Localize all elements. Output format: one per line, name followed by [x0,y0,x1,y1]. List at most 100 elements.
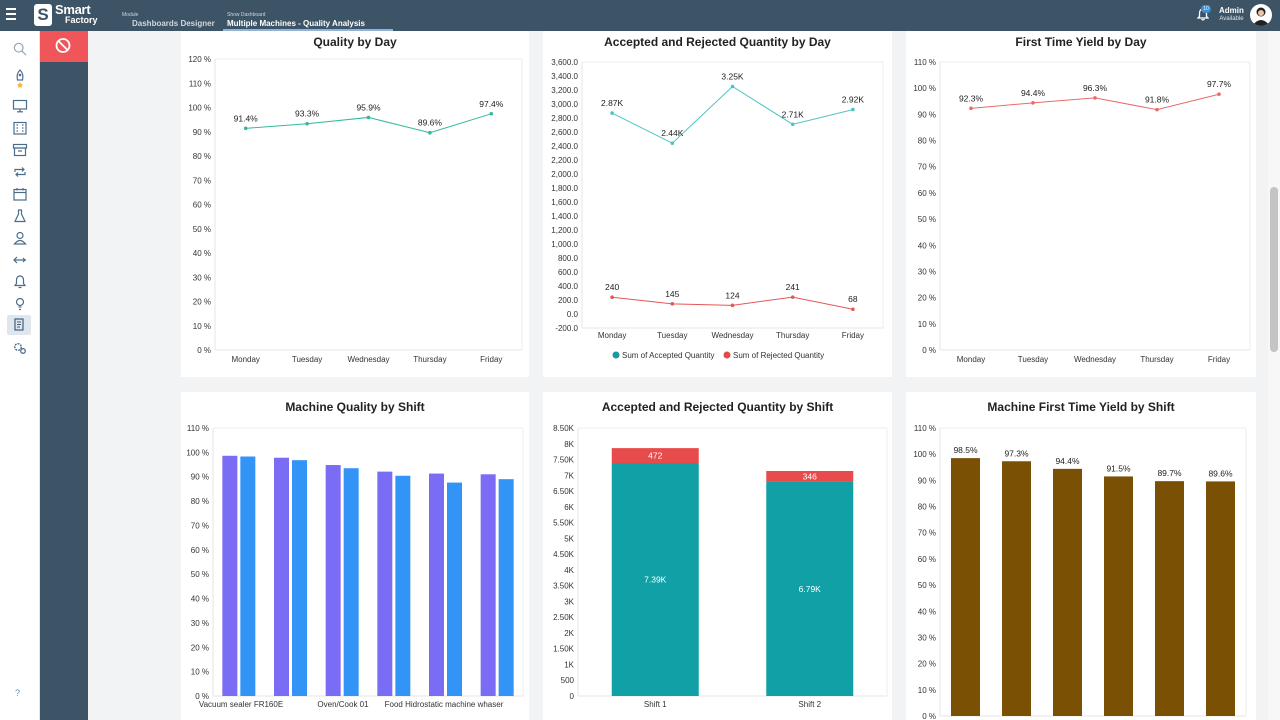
accepted-rejected-by-day-chart[interactable]: -200.0 0.0 200.0 400.0 600.0 800.0 1,000.0 1,20… [543,31,892,377]
gears-icon[interactable] [12,341,28,355]
chart-title: Machine First Time Yield by Shift [987,400,1175,414]
y-tick-label: 30 % [918,633,936,642]
rocket-icon[interactable] [12,69,28,89]
bar-data-label: 98.5% [953,445,978,455]
accepted-data-label: 2.87K [601,98,624,108]
document-nav-item[interactable] [7,315,31,335]
y-tick-label: 20 % [193,298,211,307]
user-info[interactable]: Admin Available [1219,6,1244,24]
y-tick-label: 90 % [918,110,936,119]
y-tick-label: 100 % [186,448,209,457]
bar-label-accepted: 7.39K [644,574,667,584]
scrollbar-thumb[interactable] [1270,187,1278,352]
arrows-icon[interactable] [12,253,28,267]
x-tick-label: Friday [1208,355,1230,364]
y-tick-label: 2K [564,629,574,638]
user-name: Admin [1219,6,1244,15]
legend-swatch-rejected [723,351,731,359]
y-tick-label: 1,200.0 [551,226,578,235]
search-icon[interactable] [12,42,28,56]
archive-icon[interactable] [12,143,28,157]
stop-button[interactable] [40,31,88,62]
quality-data-label: 89.6% [418,118,443,128]
y-tick-label: 5.50K [553,519,575,528]
y-tick-label: 1,400.0 [551,212,578,221]
y-tick-label: 100 % [188,104,211,113]
first-time-yield-by-day-chart[interactable]: 0 % 10 % 20 % 30 % 40 % 50 % 60 % 70 % 80 % 90 % 1… [906,31,1256,377]
y-tick-label: 2.50K [553,613,575,622]
y-tick-label: 80 % [191,497,209,506]
accepted-data-label: 2.44K [661,128,684,138]
y-tick-label: 90 % [193,128,211,137]
fty-data-label: 91.8% [1145,95,1170,105]
quality-by-day-card: Quality by Day 0 % 10 % 20 % 30 % 40 % 50 % 60… [181,31,529,377]
bar-data-label: 89.7% [1157,468,1182,478]
user-icon[interactable] [12,231,28,245]
dashboard-breadcrumb[interactable]: Show Dashboard Multiple Machines - Quali… [223,12,393,31]
bar-fty [951,458,980,716]
chart-title: Accepted and Rejected Quantity by Day [604,35,831,49]
building-icon[interactable] [12,121,28,135]
y-tick-label: 80 % [193,152,211,161]
chart-title: First Time Yield by Day [1015,35,1147,49]
y-tick-label: 100 % [913,84,936,93]
y-tick-label: 0 % [197,346,211,355]
y-tick-label: 110 % [914,424,936,433]
x-tick-label: Thursday [776,331,809,340]
document-icon [14,318,24,331]
bar-fty [1104,476,1133,716]
x-tick-label: Wednesday [347,355,389,364]
y-tick-label: 50 % [191,570,209,579]
bar-shift-1 [480,474,496,696]
y-tick-label: 90 % [918,476,936,485]
y-tick-label: 800.0 [558,254,579,263]
page-scrollbar[interactable] [1268,31,1280,720]
repeat-icon[interactable] [12,165,28,179]
y-tick-label: 1.50K [553,645,575,654]
y-tick-label: 7K [564,471,574,480]
bar-label-rejected: 472 [648,451,662,461]
bell-icon[interactable] [12,275,28,289]
machine-fty-by-shift-chart[interactable]: 0 % 10 % 20 % 30 % 40 % 50 % 60 % 70 % 80 % 90 % 1… [906,392,1256,720]
quality-by-day-chart[interactable]: 0 % 10 % 20 % 30 % 40 % 50 % 60 % 70 % 80 % 90 % 1… [181,31,529,377]
smart-factory-logo[interactable]: S Smart Factory [34,3,98,27]
x-tick-label: Oven/Cook 01 [317,700,369,709]
user-status: Available [1219,16,1244,22]
calendar-icon[interactable] [12,187,28,201]
bar-shift-1 [325,465,341,696]
y-tick-label: 4.50K [553,550,575,559]
y-tick-label: 110 % [189,79,211,88]
flask-icon[interactable] [12,209,28,223]
dashboard-value: Multiple Machines - Quality Analysis [227,19,365,28]
x-tick-label: Friday [480,355,502,364]
accepted-rejected-by-shift-chart[interactable]: 0 500 1K 1.50K 2K 2.50K 3K 3.50K 4K 4.50K 5K 5.50K 6… [543,392,892,720]
accepted-rejected-by-day-card: Accepted and Rejected Quantity by Day -2… [543,31,892,377]
y-tick-label: 90 % [191,473,209,482]
hamburger-menu-icon[interactable] [6,8,16,22]
y-tick-label: 30 % [191,619,209,628]
bar-shift-2 [240,456,256,696]
x-tick-label: Shift 1 [644,700,667,709]
avatar[interactable] [1250,4,1272,26]
y-tick-label: 70 % [191,521,209,530]
help-link[interactable]: ? [15,688,21,698]
bulb-icon[interactable] [12,297,28,311]
y-tick-label: 600.0 [558,268,579,277]
module-breadcrumb[interactable]: Module Dashboards Designer [122,12,215,29]
y-tick-label: 3,200.0 [551,86,578,95]
quality-point [366,115,371,120]
y-tick-label: 10 % [918,320,936,329]
machine-quality-by-shift-chart[interactable]: 0 % 10 % 20 % 30 % 40 % 50 % 60 % 70 % 80 % 90 % 1… [181,392,529,720]
accepted-point [610,111,614,115]
bar-shift-2 [498,479,514,696]
bar-data-label: 94.4% [1055,456,1080,466]
monitor-icon[interactable] [12,99,28,113]
bar-data-label: 91.5% [1106,463,1131,473]
y-tick-label: 2,600.0 [551,128,578,137]
x-tick-label: Friday [842,331,864,340]
y-tick-label: 60 % [191,546,209,555]
bar-shift-2 [343,468,359,696]
y-tick-label: 2,000.0 [551,170,578,179]
bar-shift-2 [292,460,307,696]
top-bar: S Smart Factory Module Dashboards Design… [0,0,1280,31]
